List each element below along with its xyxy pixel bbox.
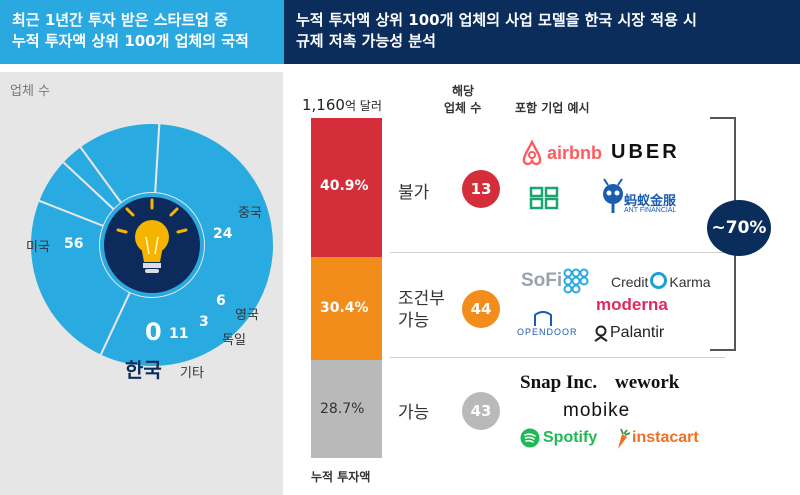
category-conditional: 조건부 가능 (398, 289, 445, 331)
logo-credit-karma: Credit Karma (611, 272, 711, 290)
left-header: 최근 1년간 투자 받은 스타트업 중 누적 투자액 상위 100개 업체의 국… (0, 0, 284, 64)
logo-uber: UBER (611, 141, 680, 163)
logo-snap: Snap Inc. (520, 372, 598, 393)
pct-possible: 28.7% (320, 401, 365, 417)
logo-moderna: moderna (596, 295, 668, 314)
group-logo-icon (529, 186, 559, 210)
logo-airbnb: airbnb (547, 143, 603, 163)
lightbulb-icon (116, 198, 188, 273)
count-header-line1: 해당 (452, 84, 475, 98)
bar-segment-impossible (311, 118, 382, 258)
carrot-icon (618, 428, 631, 449)
value-china: 24 (213, 226, 233, 242)
credit-karma-ring-icon (650, 272, 668, 289)
row-divider-2 (390, 357, 725, 358)
count-circle-possible: 43 (462, 392, 500, 430)
label-china: 중국 (238, 206, 262, 221)
right-header: 누적 투자액 상위 100개 업체의 사업 모델을 한국 시장 적용 시 규제 … (284, 0, 800, 64)
label-germany: 독일 (222, 333, 246, 348)
logo-opendoor: OPENDOOR (517, 327, 578, 337)
total-label: 1,160억 달러 (302, 96, 382, 114)
label-korea: 한국 (125, 358, 162, 382)
count-circle-impossible: 13 (462, 170, 500, 208)
bar-segment-conditional (311, 257, 382, 361)
value-korea: 0 (145, 318, 162, 346)
opendoor-icon (534, 311, 552, 326)
value-other: 11 (169, 326, 189, 342)
value-uk: 6 (216, 293, 226, 309)
value-germany: 3 (199, 314, 209, 330)
bracket-badge: ~70% (707, 200, 771, 256)
sofi-dots-icon (563, 268, 589, 294)
count-circle-conditional: 44 (462, 290, 500, 328)
total-unit: 억 달러 (344, 99, 382, 113)
logo-ant-chinese: 蚂蚁金服 (624, 193, 677, 208)
ant-logo-icon (603, 178, 623, 213)
logo-karma: Karma (669, 274, 711, 290)
label-uk: 영국 (235, 308, 259, 323)
spotify-icon (520, 428, 540, 448)
right-title-line1: 누적 투자액 상위 100개 업체의 사업 모델을 한국 시장 적용 시 (296, 11, 697, 29)
label-other: 기타 (180, 366, 204, 381)
left-title-line2: 누적 투자액 상위 100개 업체의 국적 (12, 32, 249, 50)
logo-ant-english: ANT FINANCIAL (624, 207, 677, 214)
slice-usa (99, 122, 275, 368)
donut-ylabel: 업체 수 (10, 84, 51, 99)
logo-palantir: Palantir (610, 324, 665, 341)
category-impossible: 불가 (398, 183, 430, 203)
total-number: 1,160 (302, 96, 345, 114)
palantir-icon (594, 325, 608, 342)
category-possible: 가능 (398, 403, 430, 423)
bar-segment-possible (311, 360, 382, 458)
pct-impossible: 40.9% (320, 178, 369, 194)
left-title-line1: 최근 1년간 투자 받은 스타트업 중 (12, 11, 228, 29)
value-usa: 56 (64, 236, 84, 252)
count-header-line2: 업체 수 (444, 101, 482, 115)
pct-conditional: 30.4% (320, 300, 369, 316)
logo-spotify: Spotify (543, 429, 598, 446)
donut-chart (29, 122, 275, 368)
row-divider-1 (390, 252, 725, 253)
logo-instacart: instacart (632, 429, 699, 446)
airbnb-logo-icon (522, 140, 542, 166)
examples-header: 포함 기업 예시 (515, 101, 590, 115)
label-usa: 미국 (26, 240, 50, 255)
logo-credit: Credit (611, 274, 649, 290)
logo-wework: wework (615, 372, 680, 393)
bar-xlabel: 누적 투자액 (311, 470, 371, 484)
logo-mobike: mobike (563, 400, 631, 421)
right-title-line2: 규제 저촉 가능성 분석 (296, 32, 436, 50)
stacked-bar (311, 118, 382, 458)
logo-sofi: SoFi (521, 270, 563, 291)
